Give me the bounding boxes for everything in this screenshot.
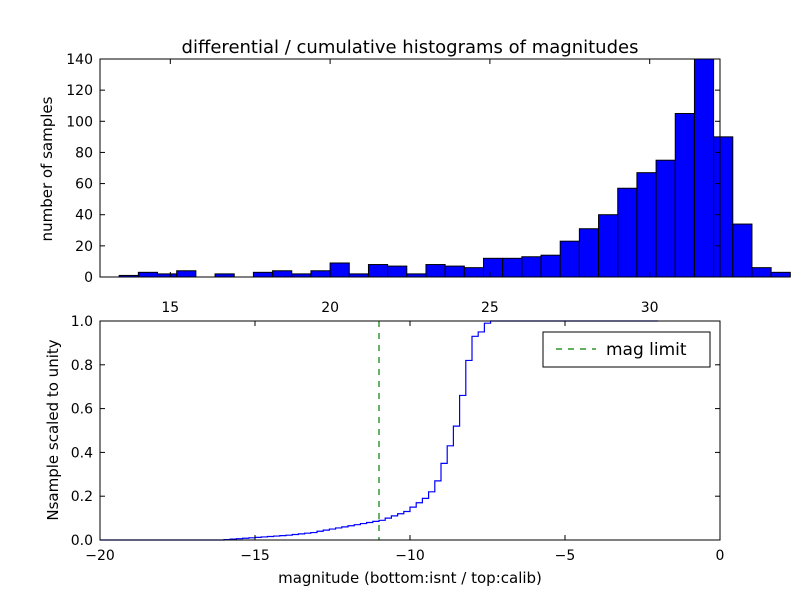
histogram-bar (713, 136, 734, 278)
y-tick-label: 0 (84, 270, 93, 286)
x-tick-label: −5 (555, 548, 576, 564)
histogram-bar (598, 214, 619, 278)
top-y-axis-label: number of samples (38, 96, 56, 241)
histogram-bar (252, 271, 274, 278)
histogram-bar (483, 257, 504, 278)
histogram-bar (617, 187, 638, 278)
histogram-bar (310, 270, 331, 278)
y-tick-label: 0.2 (71, 489, 93, 505)
histogram-bar (636, 172, 657, 278)
histogram-bar (137, 271, 159, 278)
top-panel: differential / cumulative histograms of … (38, 37, 791, 316)
x-tick-label: −10 (395, 548, 425, 564)
y-tick-label: 40 (75, 208, 93, 224)
bottom-axis-ticks: 0.0 0.2 0.4 0.6 0.8 1.0 −20 −15 −10 −5 0 (71, 314, 725, 564)
y-tick-label: 80 (75, 145, 93, 161)
legend-label: mag limit (606, 340, 687, 360)
bottom-x-axis-label: magnitude (bottom:isnt / top:calib) (278, 569, 542, 587)
y-tick-label: 0.8 (71, 358, 93, 374)
top-axis-ticks: 0 20 40 60 80 100 120 140 15 20 25 30 (66, 52, 720, 316)
y-tick-label: 120 (66, 83, 93, 99)
histogram-bar (425, 264, 446, 278)
histogram-bars (118, 58, 791, 278)
y-tick-label: 100 (66, 114, 93, 130)
y-tick-label: 140 (66, 52, 93, 68)
histogram-bar (655, 159, 676, 278)
histogram-bar (329, 262, 350, 278)
histogram-bar (751, 267, 772, 278)
histogram-bar (693, 58, 715, 278)
cumulative-plot-lines (100, 320, 658, 541)
histogram-bar (463, 267, 485, 278)
histogram-bar (770, 271, 791, 278)
cumulative-step-line (100, 320, 658, 541)
x-tick-label: 0 (716, 548, 725, 564)
histogram-bar (578, 228, 600, 278)
bottom-plot-frame (99, 320, 721, 541)
y-tick-label: 0.0 (71, 533, 93, 549)
histogram-bar (444, 265, 465, 278)
y-tick-label: 0.6 (71, 402, 93, 418)
x-tick-label: 25 (481, 300, 499, 316)
y-tick-label: 0.4 (71, 445, 93, 461)
bottom-y-axis-label: Nsample scaled to unity (44, 339, 62, 520)
y-tick-label: 1.0 (71, 314, 93, 330)
top-chart-title: differential / cumulative histograms of … (182, 37, 639, 58)
y-tick-label: 20 (75, 239, 93, 255)
x-tick-label: 20 (321, 300, 339, 316)
x-tick-label: −15 (240, 548, 270, 564)
histogram-bar (540, 254, 561, 278)
histogram-bar (272, 270, 293, 278)
top-plot-frame (99, 58, 721, 278)
histogram-bar (732, 223, 753, 278)
histogram-bar (521, 256, 542, 278)
x-tick-label: 30 (641, 300, 659, 316)
histogram-bar (502, 257, 523, 278)
histogram-bar (367, 264, 389, 278)
histogram-bar (387, 265, 408, 278)
histogram-bar (176, 270, 197, 278)
x-tick-label: 15 (161, 300, 179, 316)
x-tick-label: −20 (85, 548, 115, 564)
histogram-bar (674, 113, 695, 278)
histogram-bar (559, 240, 580, 278)
legend: mag limit (542, 331, 711, 368)
y-tick-label: 60 (75, 177, 93, 193)
bottom-panel: magnitude (bottom:isnt / top:calib) Nsam… (44, 314, 724, 587)
